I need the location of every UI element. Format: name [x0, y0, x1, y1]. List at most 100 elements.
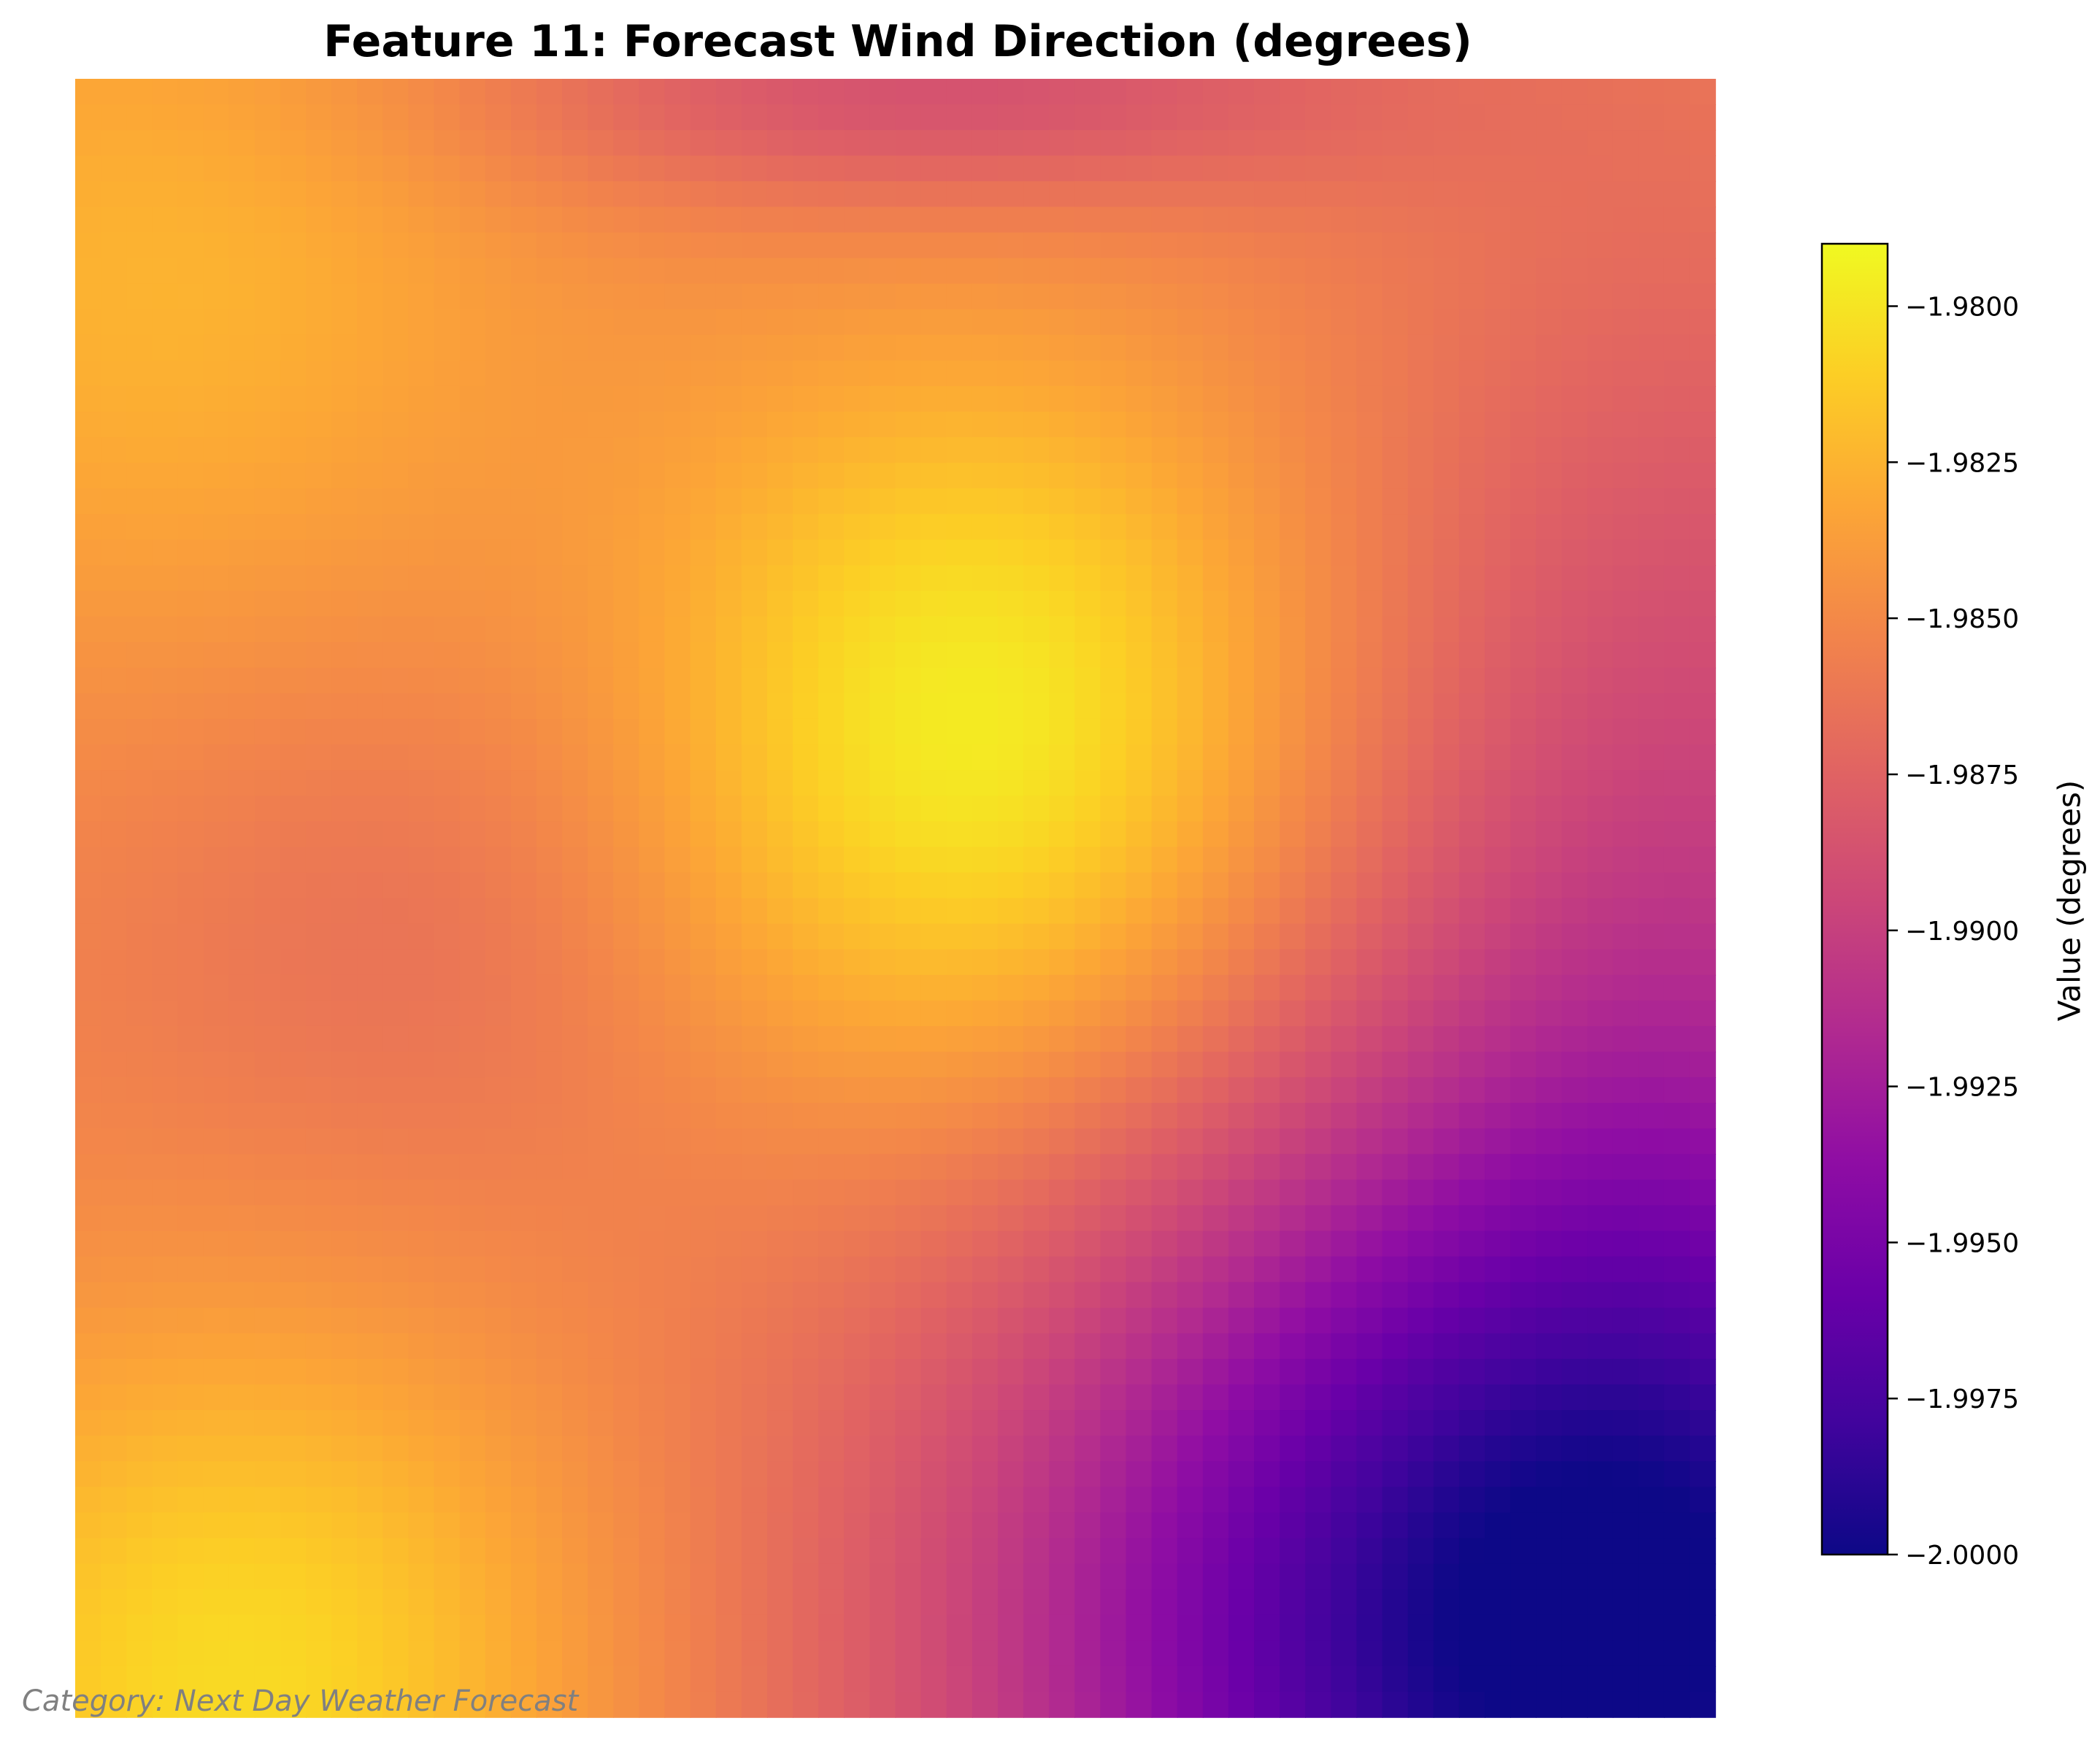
- heatmap-cell: [254, 258, 281, 285]
- heatmap-cell: [844, 232, 871, 259]
- heatmap-cell: [690, 232, 717, 259]
- heatmap-cell: [1485, 232, 1511, 259]
- heatmap-cell: [510, 104, 537, 131]
- heatmap-cell: [818, 360, 845, 387]
- heatmap-cell: [869, 155, 896, 182]
- heatmap-cell: [1612, 207, 1639, 234]
- heatmap-cell: [1536, 104, 1563, 131]
- heatmap-cell: [1074, 283, 1101, 310]
- heatmap-cell: [357, 155, 384, 182]
- heatmap-cell: [588, 130, 615, 157]
- heatmap-cell: [1407, 360, 1434, 387]
- heatmap-cell: [203, 155, 230, 182]
- heatmap-cell: [254, 104, 281, 131]
- heatmap-cell: [101, 104, 128, 131]
- colorbar-label: Value (degrees): [2052, 780, 2088, 1022]
- heatmap-cell: [766, 258, 793, 285]
- heatmap-cell: [485, 258, 512, 285]
- heatmap-cell: [895, 258, 922, 285]
- heatmap-cell: [1177, 232, 1204, 259]
- heatmap-cell: [408, 385, 435, 412]
- heatmap-cell: [331, 130, 358, 157]
- heatmap-cell: [997, 360, 1024, 387]
- heatmap-cell: [1023, 334, 1050, 361]
- heatmap-cell: [1356, 79, 1383, 105]
- heatmap-cell: [715, 334, 742, 361]
- colorbar-tick-label: −1.9925: [1905, 1073, 2019, 1103]
- heatmap-cell: [1561, 385, 1588, 412]
- heatmap-cell: [793, 258, 819, 285]
- heatmap-cell: [664, 309, 691, 336]
- heatmap-cell: [613, 283, 640, 310]
- heatmap-cell: [254, 412, 281, 438]
- heatmap-cell: [254, 360, 281, 387]
- heatmap-cell: [1458, 207, 1485, 234]
- heatmap-cell: [1536, 155, 1563, 182]
- heatmap-cell: [228, 181, 255, 208]
- heatmap-cell: [280, 360, 307, 387]
- heatmap-cell: [664, 181, 691, 208]
- heatmap-cell: [715, 385, 742, 412]
- heatmap-cell: [741, 334, 768, 361]
- heatmap-cell: [203, 412, 230, 438]
- heatmap-cell: [844, 334, 871, 361]
- heatmap-cell: [280, 155, 307, 182]
- heatmap-cell: [1280, 283, 1307, 310]
- heatmap-cell: [1433, 232, 1460, 259]
- heatmap-cell: [1305, 309, 1332, 336]
- heatmap-cell: [715, 130, 742, 157]
- heatmap-cell: [766, 360, 793, 387]
- heatmap-cell: [1485, 283, 1511, 310]
- heatmap-cell: [152, 360, 179, 387]
- heatmap-cell: [75, 412, 101, 438]
- heatmap-cell: [972, 79, 999, 105]
- heatmap-cell: [1407, 207, 1434, 234]
- heatmap-cell: [920, 207, 947, 234]
- heatmap-cell: [1689, 309, 1716, 336]
- heatmap-cell: [972, 104, 999, 131]
- heatmap-cell: [1228, 385, 1255, 412]
- heatmap-cell: [1305, 385, 1332, 412]
- heatmap-cell: [1536, 309, 1563, 336]
- heatmap-cell: [639, 207, 666, 234]
- heatmap-cell: [228, 207, 255, 234]
- heatmap-cell: [1485, 181, 1511, 208]
- heatmap-cell: [1638, 79, 1665, 105]
- colorbar-tick-label: −1.9900: [1905, 917, 2019, 947]
- heatmap-cell: [152, 181, 179, 208]
- heatmap-cell: [1689, 79, 1716, 105]
- heatmap-cell: [997, 412, 1024, 438]
- heatmap-cell: [254, 283, 281, 310]
- heatmap-cell: [408, 309, 435, 336]
- heatmap-cell: [972, 207, 999, 234]
- heatmap-cell: [1638, 283, 1665, 310]
- heatmap-cell: [101, 181, 128, 208]
- heatmap-cell: [1074, 104, 1101, 131]
- heatmap-cell: [1407, 283, 1434, 310]
- heatmap-cell: [382, 360, 409, 387]
- heatmap-cell: [126, 412, 153, 438]
- heatmap-cell: [1689, 130, 1716, 157]
- heatmap-cell: [664, 130, 691, 157]
- heatmap-cell: [1587, 155, 1614, 182]
- heatmap-cell: [1510, 283, 1537, 310]
- heatmap-cell: [1433, 104, 1460, 131]
- heatmap-cell: [1510, 207, 1537, 234]
- heatmap-cell: [459, 258, 486, 285]
- heatmap-cell: [1587, 181, 1614, 208]
- heatmap-cell: [613, 181, 640, 208]
- heatmap-cell: [536, 412, 563, 438]
- heatmap-cell: [485, 79, 512, 105]
- colorbar-ticks: −1.9800 −1.9825 −1.9850 −1.9875 −1.9900 −1.99…: [1888, 293, 2019, 1571]
- heatmap-cell: [1356, 360, 1383, 387]
- heatmap-cell: [1485, 360, 1511, 387]
- heatmap-cell: [1587, 130, 1614, 157]
- heatmap-cell: [203, 334, 230, 361]
- heatmap-cell: [869, 207, 896, 234]
- heatmap-cell: [1305, 181, 1332, 208]
- heatmap-cell: [1100, 181, 1127, 208]
- heatmap-cell: [1331, 334, 1358, 361]
- heatmap-cell: [1280, 181, 1307, 208]
- heatmap-cell: [1126, 283, 1153, 310]
- heatmap-cell: [331, 385, 358, 412]
